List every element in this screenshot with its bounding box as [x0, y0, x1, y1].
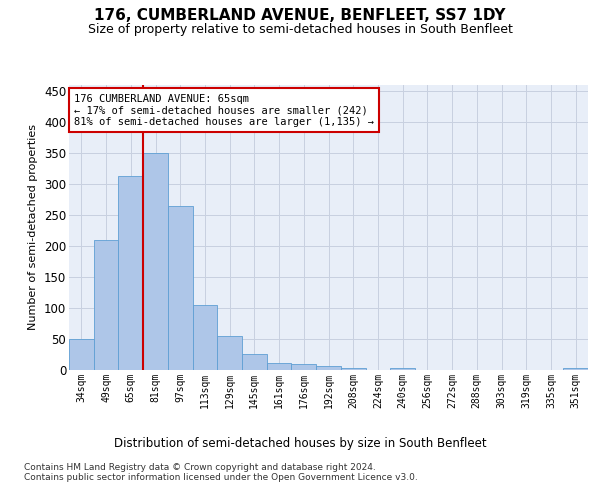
Bar [563, 368, 588, 370]
Bar [316, 366, 341, 370]
Bar [94, 240, 118, 370]
Text: Contains HM Land Registry data © Crown copyright and database right 2024.
Contai: Contains HM Land Registry data © Crown c… [24, 462, 418, 482]
Text: 176 CUMBERLAND AVENUE: 65sqm
← 17% of semi-detached houses are smaller (242)
81%: 176 CUMBERLAND AVENUE: 65sqm ← 17% of se… [74, 94, 374, 126]
Bar [341, 368, 365, 370]
Text: Size of property relative to semi-detached houses in South Benfleet: Size of property relative to semi-detach… [88, 22, 512, 36]
Bar [390, 368, 415, 370]
Bar [193, 305, 217, 370]
Bar [292, 364, 316, 370]
Y-axis label: Number of semi-detached properties: Number of semi-detached properties [28, 124, 38, 330]
Bar [217, 336, 242, 370]
Bar [242, 354, 267, 370]
Text: Distribution of semi-detached houses by size in South Benfleet: Distribution of semi-detached houses by … [113, 438, 487, 450]
Text: 176, CUMBERLAND AVENUE, BENFLEET, SS7 1DY: 176, CUMBERLAND AVENUE, BENFLEET, SS7 1D… [94, 8, 506, 22]
Bar [267, 363, 292, 370]
Bar [118, 176, 143, 370]
Bar [168, 206, 193, 370]
Bar [143, 153, 168, 370]
Bar [69, 339, 94, 370]
